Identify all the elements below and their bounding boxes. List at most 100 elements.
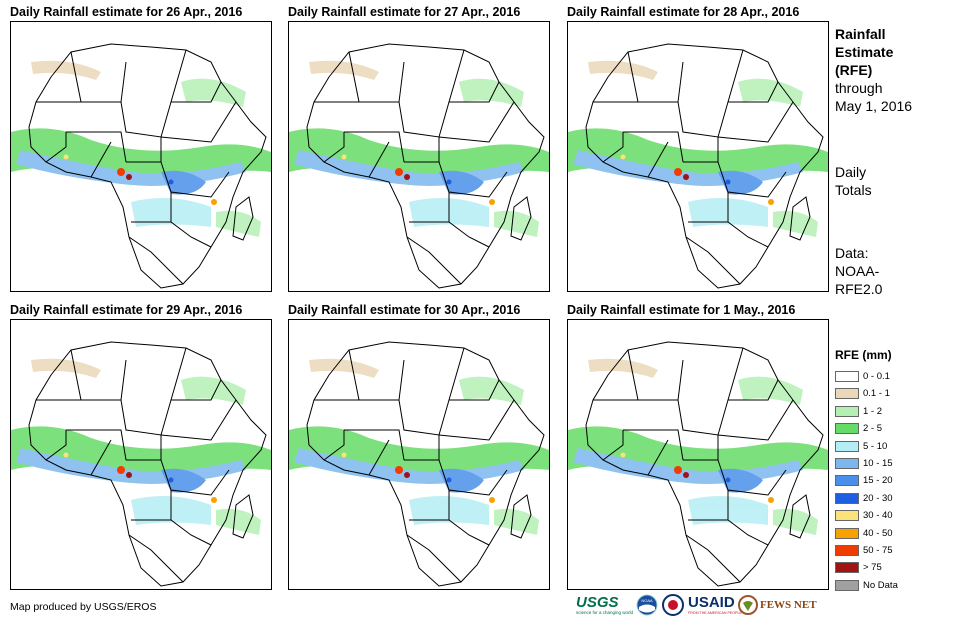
- africa-map: [11, 341, 271, 587]
- rainfall-base: [568, 358, 828, 535]
- legend-item: No Data: [835, 578, 955, 593]
- legend-swatch: [835, 423, 859, 435]
- noaa-logo: NOAA: [636, 594, 658, 616]
- data-line: Data:: [835, 245, 869, 261]
- panel-title: Daily Rainfall estimate for 1 May., 2016: [567, 303, 796, 317]
- legend-swatch: [835, 371, 859, 382]
- side-title: Rainfall Estimate (RFE) through May 1, 2…: [835, 25, 912, 115]
- title-line: Rainfall: [835, 26, 886, 42]
- legend-item: 15 - 20: [835, 473, 955, 488]
- fewsnet-logo: FEWS NET: [738, 595, 817, 615]
- legend-swatch: [835, 562, 859, 574]
- svg-text:NOAA: NOAA: [641, 598, 653, 603]
- africa-map: [568, 341, 828, 587]
- totals-line: Totals: [835, 182, 872, 198]
- through-line: through: [835, 80, 883, 96]
- legend-label: 50 - 75: [863, 544, 893, 556]
- title-line: Estimate: [835, 44, 894, 60]
- rainfall-base: [289, 60, 549, 237]
- map-panel-3: Daily Rainfall estimate for 28 Apr., 201…: [567, 5, 829, 292]
- legend-swatch: [835, 579, 859, 591]
- legend-item: > 75: [835, 560, 955, 575]
- title-line: (RFE): [835, 62, 873, 78]
- data-line: NOAA-: [835, 263, 880, 279]
- side-totals: Daily Totals: [835, 163, 872, 199]
- legend-title: RFE (mm): [835, 348, 892, 362]
- rainfall-base: [11, 358, 271, 535]
- panel-title: Daily Rainfall estimate for 27 Apr., 201…: [288, 5, 521, 19]
- legend-label: 20 - 30: [863, 492, 893, 504]
- credit-text: Map produced by USGS/EROS: [10, 601, 157, 613]
- legend-item: 10 - 15: [835, 456, 955, 471]
- legend: RFE (mm) 0 - 0.1 0.1 - 1 1 - 2 2 - 5 5 - 10 1…: [835, 348, 955, 595]
- rainfall-base: [289, 358, 549, 535]
- legend-item: 50 - 75: [835, 543, 955, 558]
- rainfall-map: [567, 21, 829, 292]
- map-panel-5: Daily Rainfall estimate for 30 Apr., 201…: [288, 303, 550, 590]
- africa-map: [11, 43, 271, 289]
- africa-outline: [585, 341, 824, 587]
- legend-swatch: [835, 457, 859, 469]
- usaid-seal-icon: [662, 594, 684, 616]
- rainfall-peaks: [620, 452, 774, 503]
- map-panel-6: Daily Rainfall estimate for 1 May., 2016: [567, 303, 829, 590]
- legend-swatch: [835, 527, 859, 539]
- legend-item: 0.1 - 1: [835, 386, 955, 401]
- rainfall-peaks: [63, 452, 217, 503]
- panel-title: Daily Rainfall estimate for 26 Apr., 201…: [10, 5, 243, 19]
- legend-label: 5 - 10: [863, 440, 888, 452]
- legend-item: 30 - 40: [835, 508, 955, 523]
- rainfall-peaks: [341, 452, 495, 503]
- legend-rows: 0 - 0.1 0.1 - 1 1 - 2 2 - 5 5 - 10 10 - 15 15 …: [835, 369, 955, 593]
- legend-item: 0 - 0.1: [835, 369, 955, 384]
- legend-label: 0 - 0.1: [863, 371, 890, 382]
- usgs-logo: USGS science for a changing world: [576, 593, 634, 615]
- rainfall-peaks: [63, 154, 217, 205]
- usaid-logo: USAID FROM THE AMERICAN PEOPLE: [688, 593, 742, 615]
- legend-swatch: [835, 475, 859, 487]
- totals-line: Daily: [835, 164, 867, 180]
- data-line: RFE2.0: [835, 281, 883, 297]
- rainfall-map: [288, 21, 550, 292]
- africa-map: [289, 341, 549, 587]
- africa-outline: [585, 43, 824, 289]
- africa-outline: [28, 341, 267, 587]
- map-panel-2: Daily Rainfall estimate for 27 Apr., 201…: [288, 5, 550, 292]
- through-date: May 1, 2016: [835, 98, 913, 114]
- africa-map: [568, 43, 828, 289]
- map-panel-4: Daily Rainfall estimate for 29 Apr., 201…: [10, 303, 272, 590]
- legend-label: 0.1 - 1: [863, 388, 890, 400]
- legend-label: 30 - 40: [863, 510, 893, 522]
- legend-label: 10 - 15: [863, 457, 893, 469]
- rainfall-peaks: [620, 154, 774, 205]
- africa-outline: [28, 43, 267, 289]
- legend-swatch: [835, 544, 859, 556]
- africa-outline: [306, 43, 545, 289]
- panel-title: Daily Rainfall estimate for 29 Apr., 201…: [10, 303, 243, 317]
- rainfall-map: [10, 21, 272, 292]
- logo-strip: USGS science for a changing world NOAA U…: [576, 594, 817, 616]
- legend-swatch: [835, 405, 859, 417]
- rainfall-map: [10, 319, 272, 590]
- rainfall-base: [568, 60, 828, 237]
- legend-label: > 75: [863, 562, 882, 574]
- panel-title: Daily Rainfall estimate for 28 Apr., 201…: [567, 5, 800, 19]
- side-data-source: Data: NOAA- RFE2.0: [835, 244, 882, 298]
- africa-outline: [306, 341, 545, 587]
- legend-item: 2 - 5: [835, 421, 955, 436]
- legend-item: 1 - 2: [835, 404, 955, 419]
- rainfall-map: [567, 319, 829, 590]
- legend-swatch: [835, 440, 859, 452]
- legend-item: 40 - 50: [835, 526, 955, 541]
- map-panel-1: Daily Rainfall estimate for 26 Apr., 201…: [10, 5, 272, 292]
- panel-title: Daily Rainfall estimate for 30 Apr., 201…: [288, 303, 521, 317]
- legend-swatch: [835, 492, 859, 504]
- africa-map: [289, 43, 549, 289]
- legend-swatch: [835, 510, 859, 522]
- rainfall-map: [288, 319, 550, 590]
- fewsnet-globe-icon: [738, 595, 758, 615]
- legend-label: 1 - 2: [863, 405, 883, 417]
- legend-item: 5 - 10: [835, 439, 955, 454]
- legend-swatch: [835, 388, 859, 400]
- legend-label: No Data: [863, 579, 898, 591]
